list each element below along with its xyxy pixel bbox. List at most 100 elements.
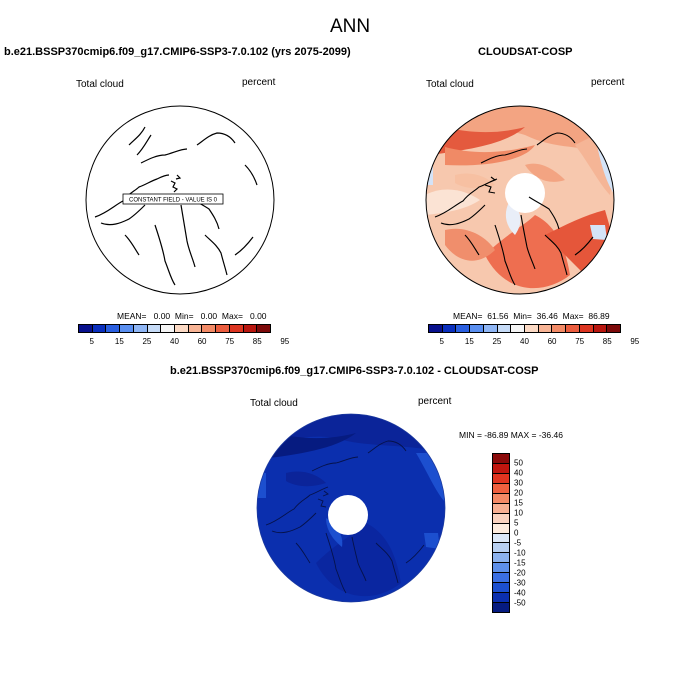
colorbar-swatch [493,583,509,594]
colorbar-swatch [579,325,594,332]
colorbar-swatch [202,325,217,332]
colorbar-swatch [525,325,539,332]
colorbar-swatch [493,533,509,544]
panel1-variable: Total cloud [76,79,124,90]
colorbar-tick-label: 75 [225,337,235,346]
colorbar-tick-label: 5 [439,337,445,346]
colorbar-swatch [593,325,608,332]
colorbar-swatch [92,325,107,332]
panel3-map [256,413,446,603]
colorbar-tick-label: 40 [520,337,529,346]
colorbar-tick-label: 15 [114,337,124,346]
panel1-coastlines [94,126,258,286]
figure-title: ANN [329,16,371,37]
colorbar-tick-label: 5 [89,337,95,346]
colorbar-tick-label: 10 [514,508,523,518]
panel2-colorbar [428,324,621,333]
colorbar-tick-label: -50 [514,598,526,608]
colorbar-tick-label: 0 [514,528,519,538]
colorbar-swatch [188,325,203,332]
colorbar-tick-label: 20 [514,488,523,498]
panel1-map: CONSTANT FIELD - VALUE IS 0 [85,105,275,295]
colorbar-swatch [493,503,509,514]
colorbar-tick-label: 85 [252,337,262,346]
panel3-colorbar-ticks: 50 40 30 20 15 10 5 0 -5 -10 -15 -20 -30 -40 -50 [514,453,544,613]
colorbar-swatch [429,325,443,332]
colorbar-tick-label: 25 [142,337,152,346]
colorbar-swatch [79,325,93,332]
panel1-annotation-box [122,193,224,205]
colorbar-swatch [493,553,509,564]
colorbar-tick-label: 40 [170,337,179,346]
panel3-units: percent [418,396,452,407]
colorbar-tick-label: 30 [514,478,523,488]
colorbar-swatch [493,463,509,474]
colorbar-swatch [493,563,509,574]
panel2-title: CLOUDSAT-COSP [478,46,573,58]
panel2-polar-gap [505,173,545,213]
colorbar-tick-label: 5 [514,518,519,528]
colorbar-swatch [493,483,509,494]
colorbar-swatch [456,325,471,332]
panel2-stats: MEAN= 61.56 Min= 36.46 Max= 86.89 [453,311,610,321]
panel1-colorbar-ticks: 5 15 25 40 60 75 85 95 [78,337,290,347]
colorbar-swatch [175,325,189,332]
colorbar-swatch [243,325,258,332]
colorbar-swatch [552,325,567,332]
panel2-units: percent [591,77,625,88]
panel2-coastlines [434,132,594,286]
colorbar-tick-label: 95 [630,337,640,346]
colorbar-tick-label: 15 [464,337,474,346]
colorbar-tick-label: -20 [514,568,526,578]
colorbar-swatch [229,325,244,332]
colorbar-swatch [106,325,121,332]
colorbar-swatch [493,593,509,604]
colorbar-swatch [493,493,509,504]
colorbar-swatch [133,325,148,332]
colorbar-swatch [161,325,176,332]
panel3-coastlines [265,440,425,594]
panel2-map [425,105,615,295]
panel1-units: percent [242,77,276,88]
colorbar-tick-label: 40 [514,468,523,478]
panel1-colorbar [78,324,271,333]
panel3-stats: MIN = -86.89 MAX = -36.46 [459,430,563,440]
panel2-colorbar-ticks: 5 15 25 40 60 75 85 95 [428,337,640,347]
colorbar-swatch [120,325,134,332]
colorbar-tick-label: 85 [602,337,612,346]
panel3-variable: Total cloud [250,398,298,409]
colorbar-swatch [493,473,509,484]
colorbar-swatch [493,573,509,584]
colorbar-tick-label: -5 [514,538,522,548]
colorbar-swatch [493,543,509,554]
colorbar-tick-label: -40 [514,588,526,598]
colorbar-swatch [607,325,621,332]
colorbar-tick-label: 15 [514,498,523,508]
colorbar-swatch [483,325,498,332]
colorbar-tick-label: 50 [514,458,523,468]
panel3-polar-gap [328,495,368,535]
colorbar-swatch [566,325,580,332]
colorbar-swatch [511,325,526,332]
colorbar-tick-label: 95 [280,337,290,346]
colorbar-tick-label: -15 [514,558,526,568]
panel1-annotation: CONSTANT FIELD - VALUE IS 0 [129,198,218,204]
panel1-title: b.e21.BSSP370cmip6.f09_g17.CMIP6-SSP3-7.… [4,46,351,58]
colorbar-swatch [257,325,271,332]
panel2-variable: Total cloud [426,79,474,90]
colorbar-tick-label: -10 [514,548,526,558]
colorbar-swatch [493,603,509,612]
colorbar-tick-label: 75 [575,337,585,346]
colorbar-swatch [493,513,509,524]
colorbar-swatch [442,325,457,332]
panel3-colorbar [492,453,510,613]
colorbar-swatch [470,325,484,332]
colorbar-swatch [538,325,553,332]
colorbar-tick-label: 60 [197,337,207,346]
colorbar-tick-label: -30 [514,578,526,588]
colorbar-tick-label: 60 [547,337,557,346]
colorbar-swatch [493,523,509,534]
colorbar-swatch [493,454,509,464]
panel3-title: b.e21.BSSP370cmip6.f09_g17.CMIP6-SSP3-7.… [170,365,539,377]
colorbar-swatch [497,325,512,332]
